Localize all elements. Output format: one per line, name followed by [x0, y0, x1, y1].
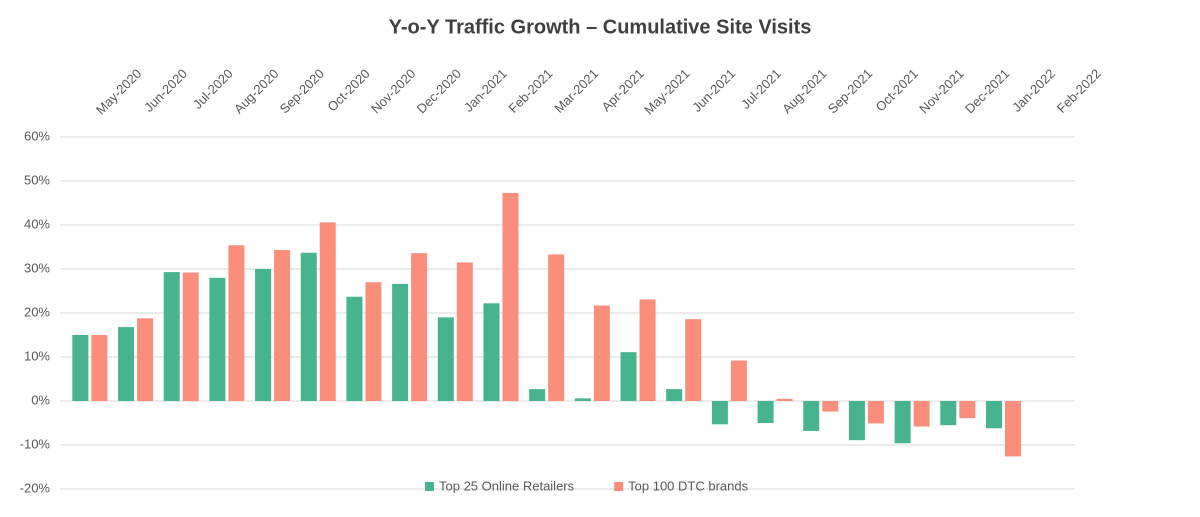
x-tick-label: Feb-2021: [506, 66, 556, 116]
y-tick-label: -20%: [20, 480, 51, 495]
bar: [529, 389, 546, 401]
x-tick-label: Jun-2020: [141, 66, 190, 115]
bar: [639, 299, 656, 401]
bar: [593, 305, 610, 401]
bar: [574, 398, 591, 401]
bar: [392, 283, 409, 401]
bar: [730, 360, 747, 401]
x-tick-label: Mar-2021: [551, 66, 601, 116]
legend-swatch: [425, 482, 434, 491]
bar: [822, 401, 839, 412]
bar: [666, 389, 683, 401]
x-tick-label: Jul-2020: [190, 66, 236, 112]
bar: [163, 272, 180, 401]
x-tick-label: Dec-2021: [962, 66, 1012, 116]
bar: [711, 401, 728, 425]
x-tick-label: Sep-2021: [825, 66, 875, 116]
legend-label: Top 100 DTC brands: [628, 478, 748, 493]
bar: [959, 401, 976, 419]
bar: [685, 319, 702, 401]
x-tick-label: Aug-2021: [779, 66, 829, 116]
bar: [776, 398, 793, 401]
bar: [300, 252, 317, 401]
x-tick-label: Apr-2021: [598, 66, 646, 114]
bar: [985, 401, 1002, 429]
bar: [319, 222, 336, 401]
legend-swatch: [614, 482, 624, 491]
x-tick-label: Nov-2020: [368, 66, 418, 116]
y-tick-label: 50%: [24, 172, 50, 187]
bar: [437, 317, 454, 401]
bar: [803, 401, 820, 431]
bar: [365, 282, 382, 401]
x-tick-label: May-2020: [93, 66, 144, 117]
y-tick-label: 0%: [31, 392, 50, 407]
bar: [913, 401, 930, 427]
bar: [72, 335, 89, 401]
bar: [209, 277, 226, 401]
x-tick-label: Jan-2022: [1009, 66, 1058, 115]
bar: [456, 262, 473, 401]
legend-label: Top 25 Online Retailers: [439, 478, 575, 493]
y-tick-label: 30%: [24, 260, 50, 275]
bar: [848, 401, 865, 441]
x-tick-label: Feb-2022: [1054, 66, 1104, 116]
bar: [91, 335, 108, 401]
bar: [255, 269, 272, 401]
bar: [1004, 401, 1021, 457]
x-tick-label: Dec-2020: [414, 66, 464, 116]
bar: [894, 401, 911, 444]
y-tick-label: 20%: [24, 304, 50, 319]
bar: [502, 192, 519, 401]
bar: [137, 318, 154, 401]
x-tick-label: Nov-2021: [916, 66, 966, 116]
y-tick-label: -10%: [20, 436, 51, 451]
bar: [346, 296, 363, 401]
bar: [182, 272, 199, 401]
x-tick-label: May-2021: [641, 66, 692, 117]
bar: [483, 303, 500, 401]
bar: [274, 250, 291, 401]
x-tick-label: Jul-2021: [738, 66, 784, 112]
x-tick-label: Jun-2021: [689, 66, 738, 115]
x-tick-label: Aug-2020: [231, 66, 281, 116]
bar: [620, 352, 637, 401]
x-tick-label: Oct-2020: [324, 66, 372, 114]
chart-title: Y-o-Y Traffic Growth – Cumulative Site V…: [389, 16, 812, 38]
x-tick-label: Jan-2021: [461, 66, 510, 115]
y-tick-label: 10%: [24, 348, 50, 363]
y-tick-label: 60%: [24, 128, 50, 143]
x-tick-label: Oct-2021: [873, 66, 921, 114]
bar: [228, 245, 245, 401]
y-tick-label: 40%: [24, 216, 50, 231]
bar: [548, 254, 565, 401]
bar: [757, 401, 774, 423]
bar: [118, 327, 135, 401]
bar: [867, 401, 884, 424]
bar: [411, 253, 428, 401]
bar: [940, 401, 957, 426]
x-tick-label: Sep-2020: [277, 66, 327, 116]
